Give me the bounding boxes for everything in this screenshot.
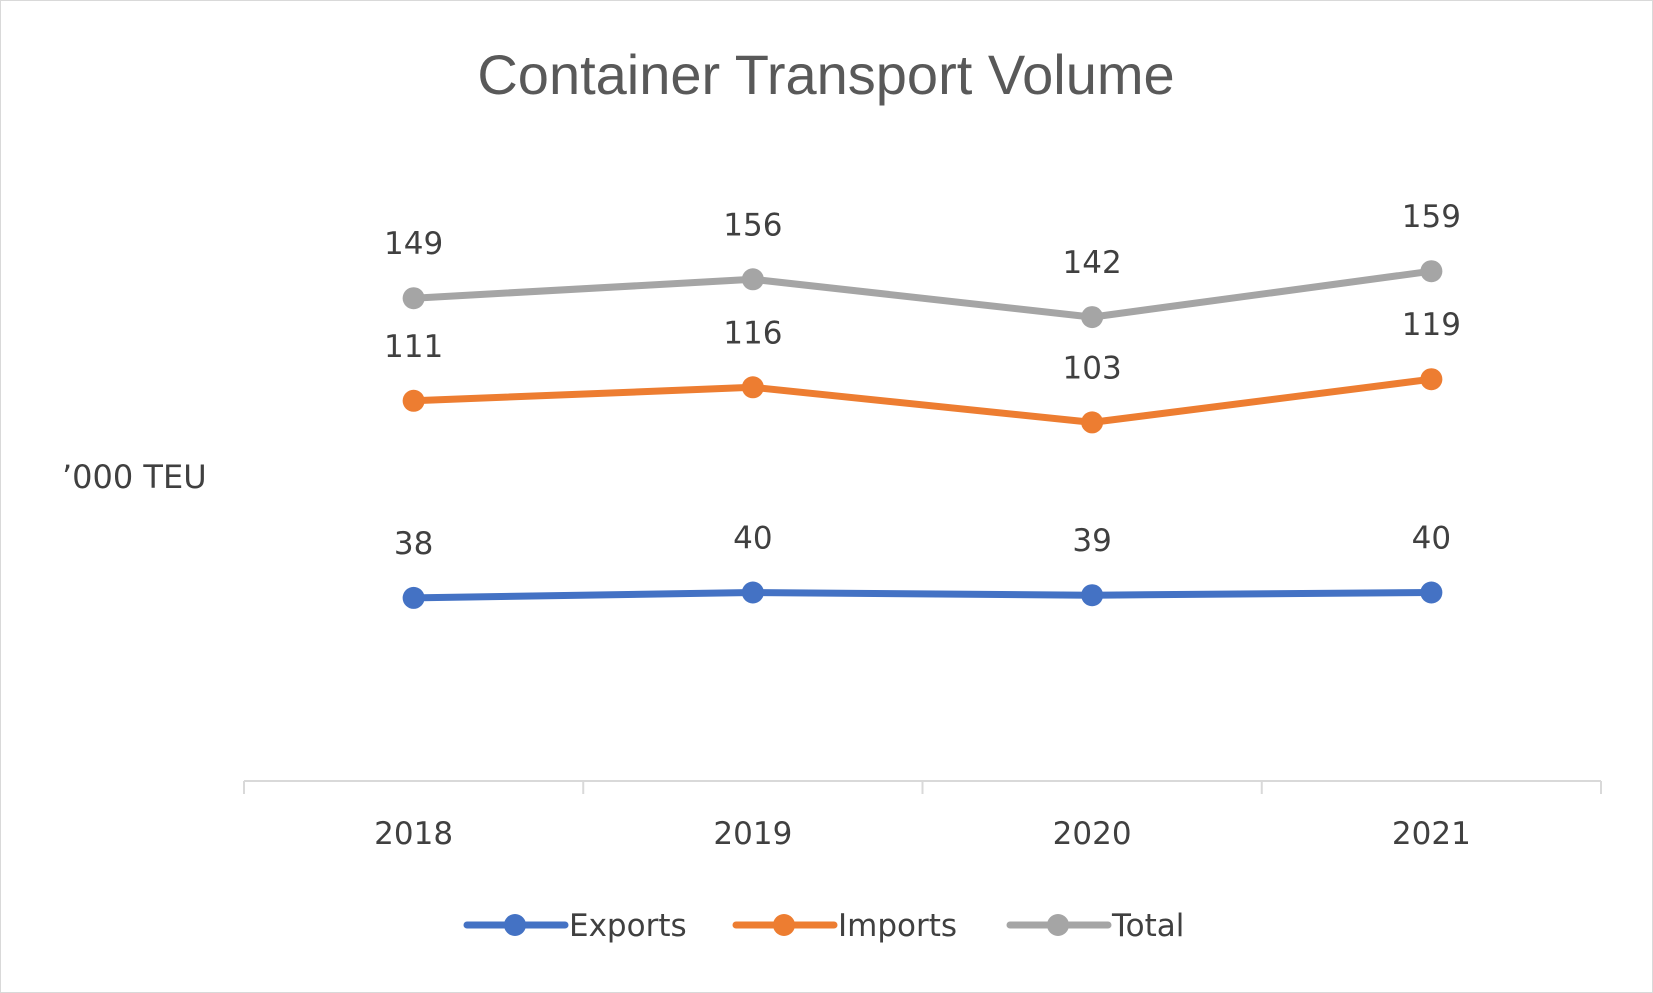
data-label: 116: [723, 315, 782, 351]
data-point: [741, 376, 764, 399]
data-label: 40: [1412, 521, 1451, 557]
x-tick-label: 2021: [1392, 816, 1471, 852]
data-point: [1420, 581, 1443, 604]
legend-label: Imports: [838, 908, 957, 944]
x-tick-label: 2018: [374, 816, 453, 852]
legend-marker: [773, 914, 795, 936]
chart-title: Container Transport Volume: [477, 43, 1174, 106]
data-label: 159: [1402, 199, 1461, 235]
data-label: 111: [384, 329, 443, 365]
legend-marker: [1047, 914, 1069, 936]
data-label: 39: [1072, 523, 1111, 559]
series-line: [410, 267, 1435, 321]
data-label: 40: [733, 521, 772, 557]
data-point: [402, 586, 425, 609]
x-axis: 2018 2019 2020 2021: [243, 780, 1602, 852]
series-line: [410, 589, 1435, 602]
legend-label: Exports: [569, 908, 687, 944]
data-point: [1420, 260, 1443, 283]
legend-item-imports: Imports: [732, 908, 957, 944]
x-tick-label: 2020: [1053, 816, 1132, 852]
data-label: 156: [723, 207, 782, 243]
data-point: [402, 287, 425, 310]
legend-item-total: Total: [1006, 908, 1184, 944]
series-imports: 111 116 103 119: [384, 307, 1461, 434]
data-label: 119: [1402, 307, 1461, 343]
data-point: [741, 268, 764, 291]
series-line: [410, 375, 1435, 426]
data-label: 142: [1063, 245, 1122, 281]
data-point: [1081, 411, 1104, 434]
legend-label: Total: [1111, 908, 1184, 944]
legend-marker: [504, 914, 526, 936]
data-label: 38: [394, 526, 433, 562]
data-point: [741, 581, 764, 604]
data-point: [402, 389, 425, 412]
y-axis-label: ’000 TEU: [62, 458, 207, 496]
data-label: 149: [384, 226, 443, 262]
data-point: [1081, 584, 1104, 607]
series-exports: 38 40 39 40: [394, 521, 1451, 609]
series-total: 149 156 142 159: [384, 199, 1461, 329]
plot-area: 38 40 39 40 111 116 103 119 149 156 142 159: [384, 199, 1461, 609]
data-point: [1420, 368, 1443, 391]
data-point: [1081, 306, 1104, 329]
legend: Exports Imports Total: [463, 908, 1184, 944]
data-label: 103: [1063, 350, 1122, 386]
legend-item-exports: Exports: [463, 908, 687, 944]
x-tick-label: 2019: [713, 816, 792, 852]
